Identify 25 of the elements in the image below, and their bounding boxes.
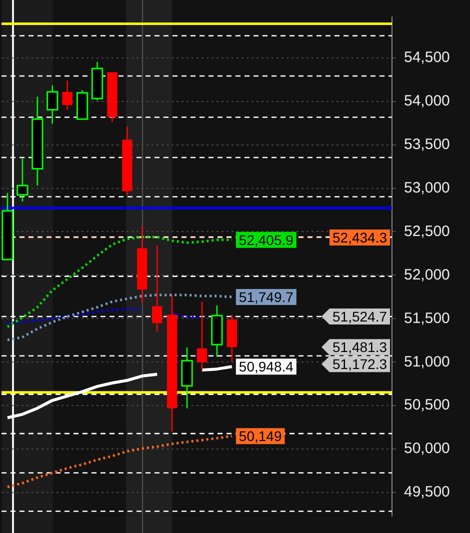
annotation: 51,524.7 xyxy=(332,308,388,324)
text: 51,481.3 xyxy=(332,339,388,356)
line-series xyxy=(6,236,234,328)
data-label: 50,948.4 xyxy=(238,358,294,374)
y-tick-label: 51,500 xyxy=(404,310,450,327)
candlestick xyxy=(62,80,72,110)
candlestick xyxy=(152,244,162,332)
data-label: 51,749.7 xyxy=(238,288,294,305)
y-tick-label: 54,000 xyxy=(404,92,450,110)
y-tick-label: 51,000 xyxy=(404,353,450,370)
line-series xyxy=(6,434,234,488)
data-label: 50,149 xyxy=(238,428,282,444)
candlestick xyxy=(196,300,208,371)
y-tick-label: 49,500 xyxy=(404,484,450,501)
ref-line-label: 52,434.3 xyxy=(332,229,388,246)
y-tick-label: 53,000 xyxy=(404,179,450,196)
line-series xyxy=(6,294,234,342)
y-tick-label: 50,000 xyxy=(404,440,450,458)
data-label: 52,405.9 xyxy=(238,232,294,248)
y-tick-label: 53,500 xyxy=(404,136,450,153)
y-tick-label: 52,000 xyxy=(404,266,450,284)
text: 51,172.3 xyxy=(332,356,388,372)
y-tick-label: 52,500 xyxy=(404,222,450,240)
y-tick-label: 54,500 xyxy=(404,49,450,66)
y-tick-label: 50,500 xyxy=(404,396,450,414)
